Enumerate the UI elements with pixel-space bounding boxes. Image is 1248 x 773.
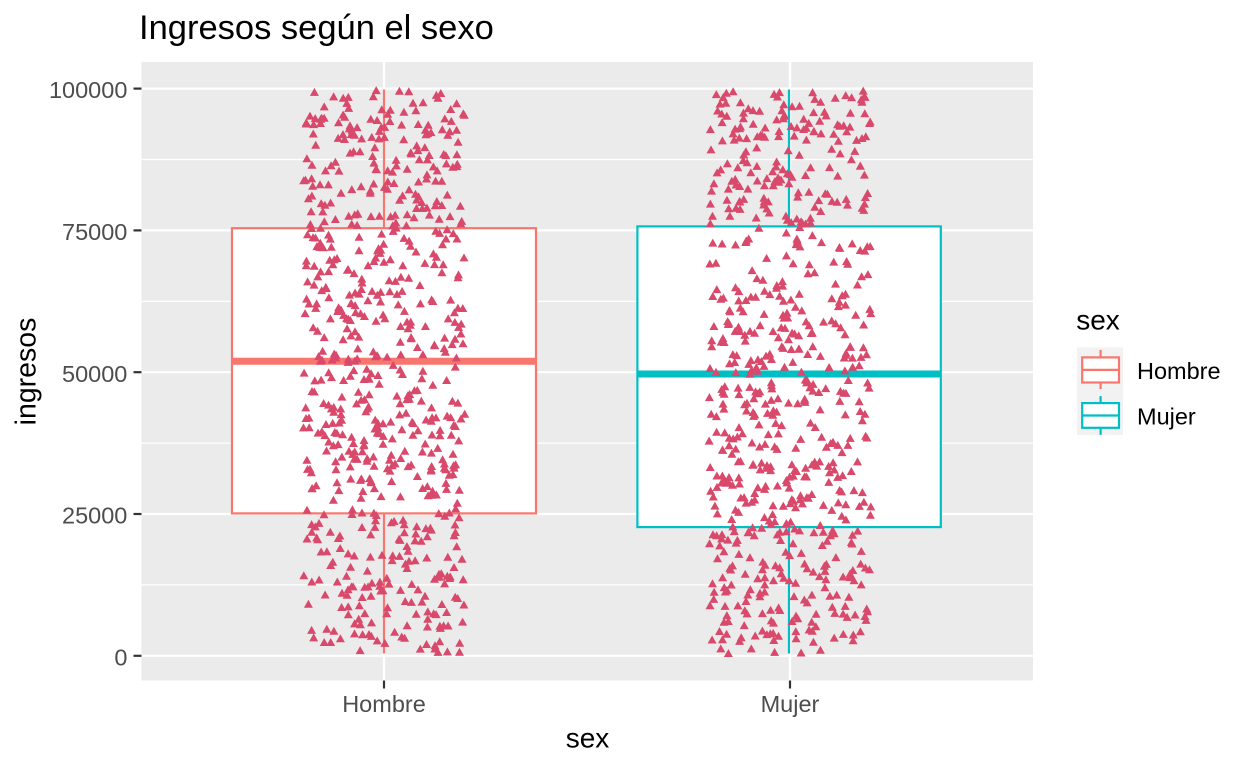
- svg-text:ingresos: ingresos: [11, 318, 43, 426]
- svg-text:Hombre: Hombre: [1137, 358, 1221, 384]
- svg-text:100000: 100000: [49, 77, 127, 103]
- svg-text:sex: sex: [566, 723, 610, 754]
- svg-text:75000: 75000: [62, 219, 127, 245]
- svg-text:Mujer: Mujer: [1137, 403, 1196, 429]
- svg-text:0: 0: [114, 644, 127, 670]
- svg-text:50000: 50000: [62, 361, 127, 387]
- svg-text:Ingresos según el sexo: Ingresos según el sexo: [139, 9, 494, 47]
- svg-text:Hombre: Hombre: [342, 691, 426, 717]
- svg-text:sex: sex: [1076, 304, 1120, 335]
- svg-text:25000: 25000: [62, 503, 127, 529]
- svg-text:Mujer: Mujer: [761, 691, 820, 717]
